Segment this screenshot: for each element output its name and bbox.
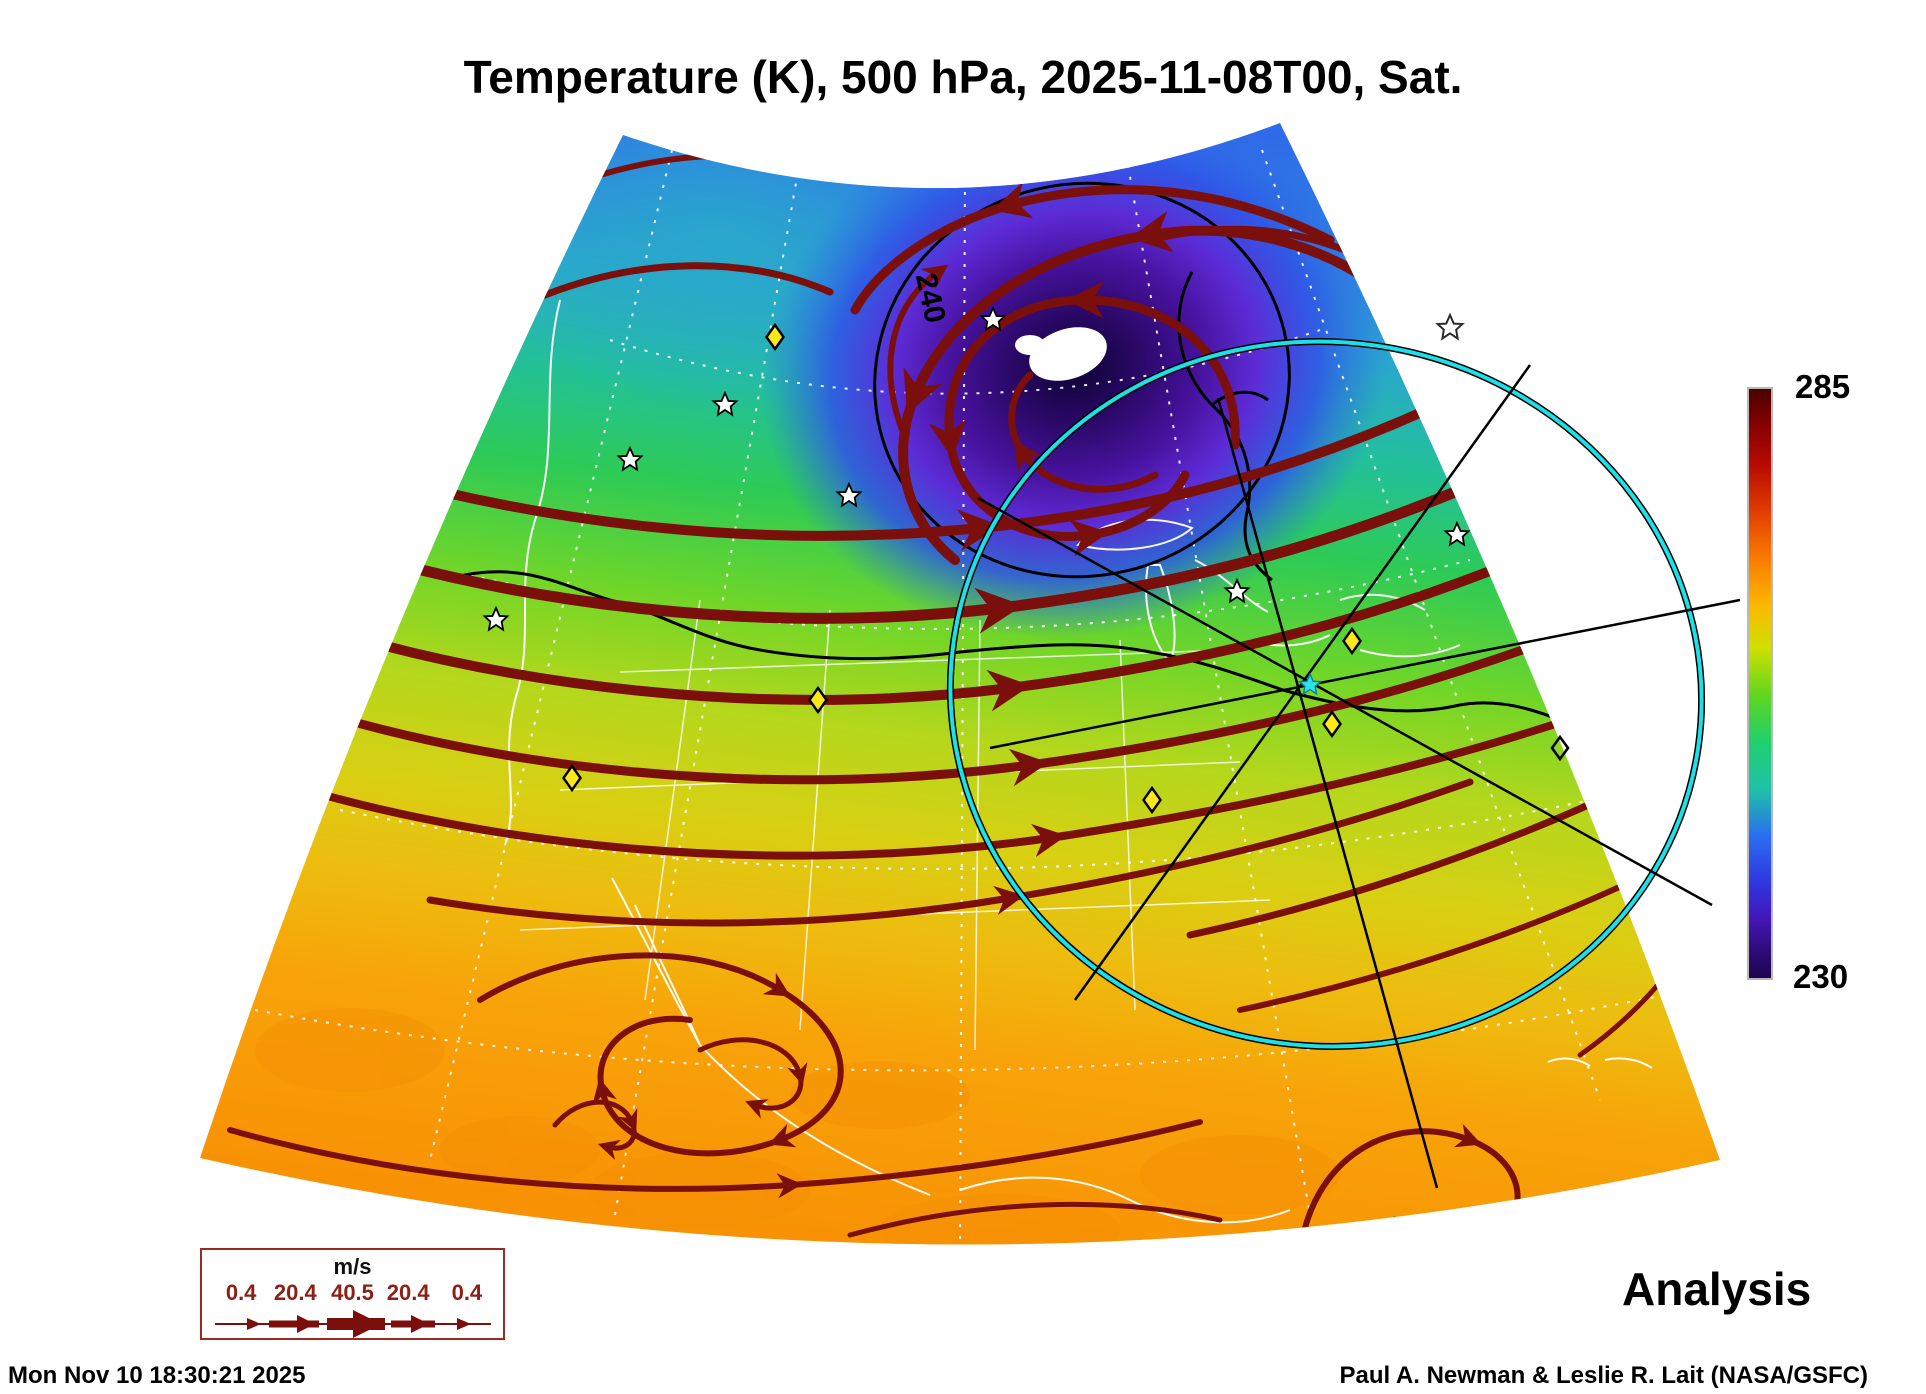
radial-line xyxy=(977,496,1713,907)
streamline xyxy=(426,778,1474,927)
streamline xyxy=(847,1201,1223,1238)
streamline xyxy=(541,262,834,299)
streamline xyxy=(267,515,1613,712)
streamline xyxy=(697,1037,808,1119)
map-fan: 240 xyxy=(200,123,1720,1245)
legend-arrow-glyph xyxy=(247,1310,471,1338)
colorbar-min-label: 230 xyxy=(1793,958,1849,995)
streamline xyxy=(477,952,844,1157)
legend-value: 20.4 xyxy=(273,1280,317,1305)
streamline xyxy=(850,181,1335,315)
range-ring-group xyxy=(946,338,1706,1050)
legend-unit-label: m/s xyxy=(333,1254,372,1279)
credit-line: Paul A. Newman & Leslie R. Lait (NASA/GS… xyxy=(1339,1362,1868,1389)
streamline xyxy=(294,439,1566,634)
radial-line xyxy=(1216,397,1439,1189)
streamline xyxy=(928,281,1240,557)
creation-timestamp: Mon Nov 10 18:30:21 2025 xyxy=(8,1362,306,1389)
temperature-contour-240 xyxy=(873,181,1291,579)
streamline xyxy=(1186,796,1604,939)
cold-core-blob xyxy=(1015,327,1107,381)
range-ring xyxy=(948,339,1704,1049)
star-hollow-marker xyxy=(1436,314,1464,340)
analysis-label: Analysis xyxy=(1622,1263,1812,1315)
streamline xyxy=(1237,872,1648,1013)
streamline xyxy=(552,1099,638,1161)
legend-value: 0.4 xyxy=(225,1280,257,1305)
streamline xyxy=(1008,371,1159,493)
colorbar-max-label: 285 xyxy=(1795,368,1851,405)
wind-streamlines xyxy=(227,152,1706,1245)
legend-value: 40.5 xyxy=(331,1280,374,1305)
streamline xyxy=(1297,1123,1521,1245)
wind-speed-legend: m/s 0.4 20.4 40.5 20.4 0.4 xyxy=(200,1248,505,1340)
radial-line xyxy=(989,598,1741,750)
streamline xyxy=(325,375,1495,551)
streamline xyxy=(231,668,1704,860)
legend-value: 20.4 xyxy=(386,1280,430,1305)
streamline xyxy=(887,264,949,433)
colorbar-gradient xyxy=(1747,387,1773,980)
legend-streamline-glyph xyxy=(215,1310,491,1338)
legend-value: 0.4 xyxy=(451,1280,483,1305)
page-title: Temperature (K), 500 hPa, 2025-11-08T00,… xyxy=(463,51,1463,103)
streamline xyxy=(227,1119,1203,1199)
streamline xyxy=(247,593,1660,787)
streamline xyxy=(898,210,1400,565)
